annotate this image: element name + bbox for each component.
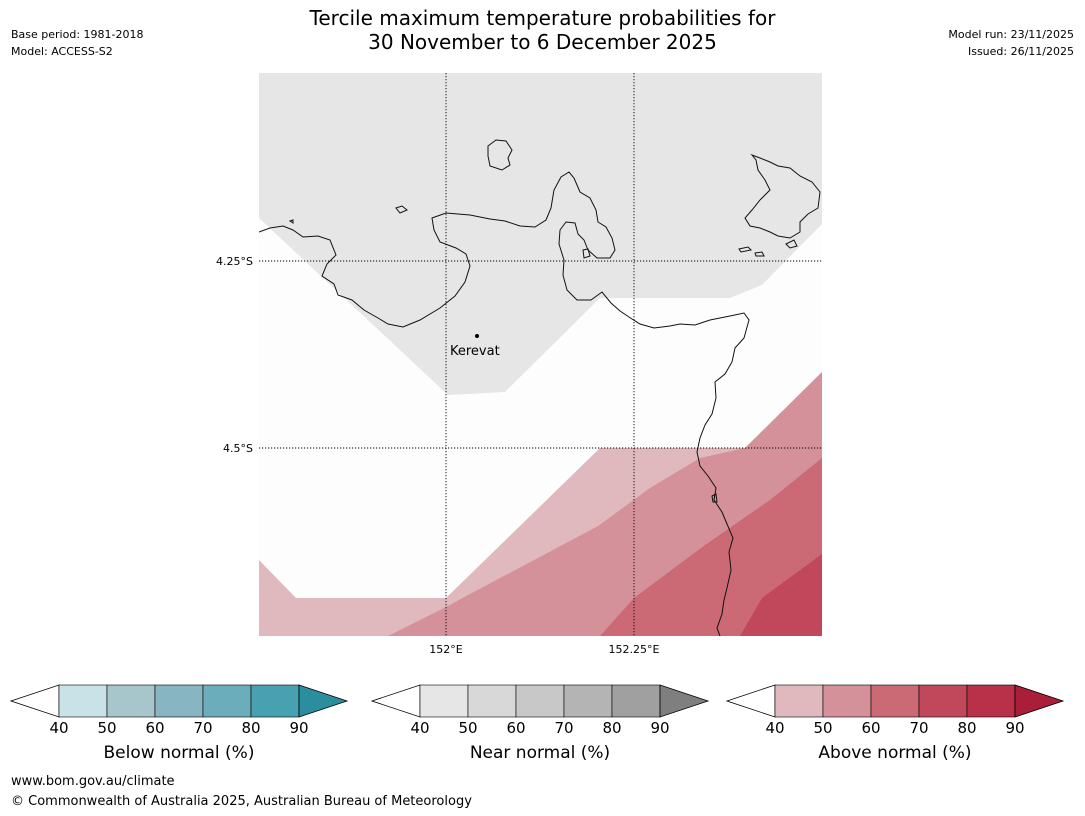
coastline-islet-northeast [744,153,821,239]
meta-left: Base period: 1981-2018 Model: ACCESS-S2 [11,26,143,60]
issued-date: Issued: 26/11/2025 [967,45,1074,58]
coastline-islet-small-4 [754,251,765,257]
lat-label-4.25: 4.25°S [216,255,253,268]
near-normal-region [259,73,822,395]
colorbar-above-normal-tick-80: 80 [957,719,976,734]
graticule [259,73,822,636]
colorbar-label-above-normal: Above normal (%) [818,743,972,763]
colorbar-label-below-normal: Below normal (%) [103,743,255,763]
title-line-2: 30 November to 6 December 2025 [368,30,717,54]
coastline-islet-small-1 [395,205,408,214]
place-label-kerevat: Kerevat [450,344,500,359]
colorbar-below-normal-tick-80: 80 [241,719,260,734]
footer-url: www.bom.gov.au/climate [11,774,175,789]
colorbar-below-normal-tick-50: 50 [97,719,116,734]
coastline-islet-north [487,139,513,171]
colorbar-above-normal-tick-50: 50 [813,719,832,734]
lon-label-152: 152°E [429,643,462,656]
title-line-1: Tercile maximum temperature probabilitie… [309,6,776,30]
colorbar-below-normal-tick-70: 70 [193,719,212,734]
coastline-islet-small-3 [738,246,753,253]
colorbar-near-normal-tick-40: 40 [410,719,429,734]
colorbar-above-normal-tick-40: 40 [765,719,784,734]
colorbar-above-normal-segment-60 [870,684,920,718]
place-marker-kerevat [475,334,479,338]
colorbar-below-normal-tick-90: 90 [289,719,308,734]
colorbar-near-normal-tick-90: 90 [650,719,669,734]
colorbar-below-normal-extend-high [298,684,349,718]
colorbar-above-normal-tick-60: 60 [861,719,880,734]
coastline-islet-small-5 [711,493,718,503]
coastline-islet-east [785,239,798,249]
lon-label-152.25: 152.25°E [609,643,660,656]
colorbar-above-normal-segment-50 [822,684,872,718]
colorbar-near-normal-tick-50: 50 [458,719,477,734]
colorbar-below-normal: 40 50 60 70 80 90 [10,684,349,734]
colorbar-below-normal-extend-low [10,684,60,718]
colorbar-near-normal-tick-60: 60 [506,719,525,734]
above-normal-60-region [600,458,822,636]
meta-right: Model run: 23/11/2025 Issued: 26/11/2025 [948,26,1074,60]
colorbar-below-normal-segment-60 [154,684,204,718]
colorbar-near-normal-extend-low [371,684,421,718]
base-period: Base period: 1981-2018 [11,28,144,41]
colorbar-near-normal-tick-70: 70 [554,719,573,734]
colorbar-near-normal-segment-60 [515,684,565,718]
colorbar-near-normal-extend-high [659,684,710,718]
colorbar-above-normal-segment-80 [966,684,1016,718]
colorbar-near-normal-segment-40 [419,684,469,718]
colorbar-label-near-normal: Near normal (%) [469,743,611,763]
colorbar-above-normal-tick-90: 90 [1005,719,1024,734]
colorbar-below-normal-tick-40: 40 [49,719,68,734]
lat-label-4.5: 4.5°S [223,442,253,455]
above-normal-70-region [740,554,822,636]
model-run: Model run: 23/11/2025 [948,28,1074,41]
colorbar-near-normal-tick-80: 80 [602,719,621,734]
colorbar-near-normal-segment-70 [563,684,613,718]
colorbar-below-normal-segment-40 [58,684,108,718]
colorbar-above-normal-tick-70: 70 [909,719,928,734]
model-name: Model: ACCESS-S2 [11,45,113,58]
colorbar-above-normal-extend-low [726,684,776,718]
colorbar-above-normal-extend-high [1014,684,1065,718]
colorbar-above-normal: 40 50 60 70 80 90 [726,684,1065,734]
coastline-islet-small-2 [582,248,591,259]
colorbar-below-normal-segment-70 [202,684,252,718]
colorbar-above-normal-segment-40 [774,684,824,718]
colorbar-near-normal-segment-50 [467,684,517,718]
footer-copyright: © Commonwealth of Australia 2025, Austra… [11,794,472,809]
colorbar-below-normal-segment-80 [250,684,300,718]
colorbar-above-normal-segment-70 [918,684,968,718]
colorbar-near-normal: 40 50 60 70 80 90 [371,684,710,734]
colorbar-near-normal-segment-80 [611,684,661,718]
map-title: Tercile maximum temperature probabilitie… [0,6,1085,54]
coastline-islet-small-6 [288,219,294,224]
colorbar-below-normal-segment-50 [106,684,156,718]
colorbar-below-normal-tick-60: 60 [145,719,164,734]
